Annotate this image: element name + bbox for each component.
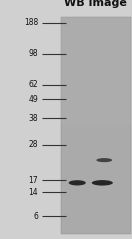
Text: 98: 98 (29, 49, 38, 58)
Bar (61, 17, 131, 125)
Text: 28: 28 (29, 140, 38, 149)
Text: 38: 38 (29, 114, 38, 123)
Text: 17: 17 (29, 176, 38, 185)
Ellipse shape (69, 180, 86, 185)
Bar (61, 17, 131, 234)
Text: 62: 62 (29, 80, 38, 89)
Text: 188: 188 (24, 18, 38, 27)
Text: 6: 6 (33, 212, 38, 221)
Text: 14: 14 (29, 188, 38, 197)
Text: WB Image: WB Image (64, 0, 126, 8)
Ellipse shape (96, 158, 112, 162)
Text: 49: 49 (29, 95, 38, 104)
Ellipse shape (92, 180, 113, 186)
